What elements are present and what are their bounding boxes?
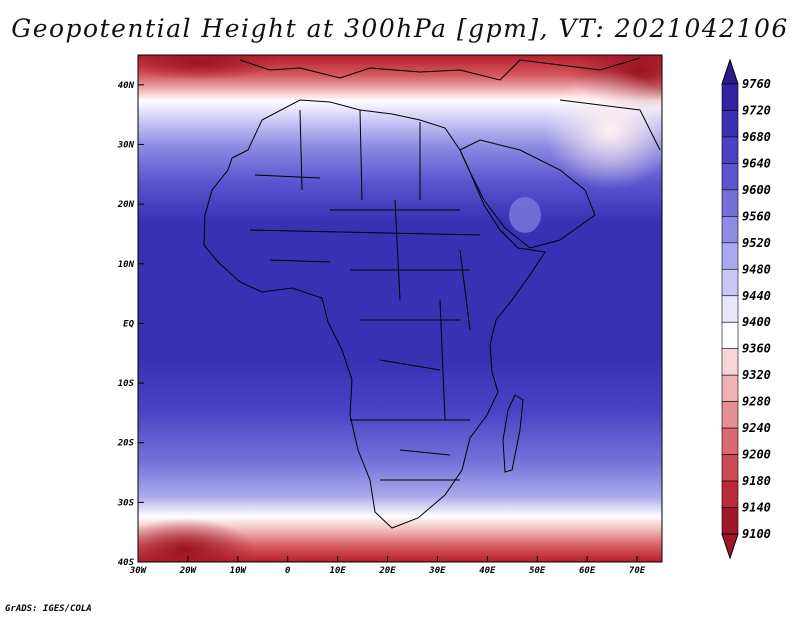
colorbar-segment (721, 427, 739, 455)
colorbar-label: 9640 (742, 156, 771, 170)
colorbar-label: 9400 (742, 315, 771, 329)
colorbar-segment (721, 136, 739, 164)
colorbar-segment (721, 454, 739, 482)
colorbar-label: 9100 (742, 527, 771, 541)
colorbar-label: 9320 (742, 368, 771, 382)
colorbar-max-arrow (721, 58, 739, 85)
colorbar-label: 9480 (742, 262, 771, 276)
colorbar-label: 9440 (742, 289, 771, 303)
lon-tick-label: 40E (479, 566, 496, 576)
colorbar-segment (721, 242, 739, 270)
colorbar-segment (721, 163, 739, 191)
lon-tick-label: 20E (378, 566, 396, 576)
lon-tick-label: 0 (285, 566, 291, 576)
colorbar-segment (721, 189, 739, 217)
colorbar-label: 9360 (742, 342, 771, 356)
longitude-ticks: 30W 20W 10W 0 10E 20E 30E 40E 50E 60E 70E (129, 556, 646, 576)
colorbar-label: 9520 (742, 236, 771, 250)
colorbar-label: 9280 (742, 395, 771, 409)
colorbar-label: 9200 (742, 448, 771, 462)
colorbar-label: 9600 (742, 183, 771, 197)
colorbar-label: 9560 (742, 209, 771, 223)
colorbar-segment (721, 507, 739, 535)
colorbar-segment (721, 216, 739, 244)
colorbar-segment (721, 480, 739, 508)
lon-tick-label: 20W (179, 566, 198, 576)
colorbar-min-arrow (721, 533, 739, 560)
lon-tick-label: 30W (129, 566, 148, 576)
lon-tick-label: 10W (230, 566, 248, 576)
lon-tick-label: 50E (529, 566, 546, 576)
colorbar-label: 9180 (742, 474, 771, 488)
colorbar-segment (721, 348, 739, 376)
lon-tick-label: 10E (329, 566, 346, 576)
colorbar-segment (721, 321, 739, 350)
lat-tick-label: 40S (118, 558, 135, 568)
colorbar-segment (721, 295, 739, 323)
colorbar-label: 9760 (742, 77, 771, 91)
lat-tick-label: 20N (117, 200, 135, 210)
coastlines (203, 57, 661, 529)
grads-credit: GrADS: IGES/COLA (5, 604, 92, 614)
lat-tick-label: 30N (117, 140, 135, 150)
colorbar-label: 9720 (742, 103, 771, 117)
colorbar-segment (721, 401, 739, 429)
colorbar-segment (721, 110, 739, 138)
latitude-ticks: 40N 30N 20N 10N EQ 10S 20S 30S 40S (117, 81, 144, 568)
map-frame (137, 54, 663, 563)
lat-tick-label: 10S (118, 379, 135, 389)
colorbar-label: 9240 (742, 421, 771, 435)
colorbar-segment (721, 268, 739, 297)
colorbar-label: 9680 (742, 130, 771, 144)
lat-tick-label: 20S (117, 439, 135, 449)
colorbar-segment (721, 374, 739, 402)
lat-tick-label: 40N (118, 81, 135, 91)
colorbar: 9760 9720 9680 9640 9600 9560 9520 9480 9440 9400… (721, 58, 771, 560)
lon-tick-label: 70E (629, 566, 646, 576)
lon-tick-label: 30E (428, 566, 446, 576)
colorbar-segment (721, 83, 739, 111)
lat-tick-label: 10N (118, 260, 135, 270)
map-title: Geopotential Height at 300hPa [gpm], VT:… (11, 14, 789, 43)
lat-tick-label: EQ (123, 319, 134, 329)
lon-tick-label: 60E (579, 566, 596, 576)
lat-tick-label: 30S (117, 498, 135, 508)
colorbar-label: 9140 (742, 501, 771, 515)
height-field (138, 55, 662, 562)
